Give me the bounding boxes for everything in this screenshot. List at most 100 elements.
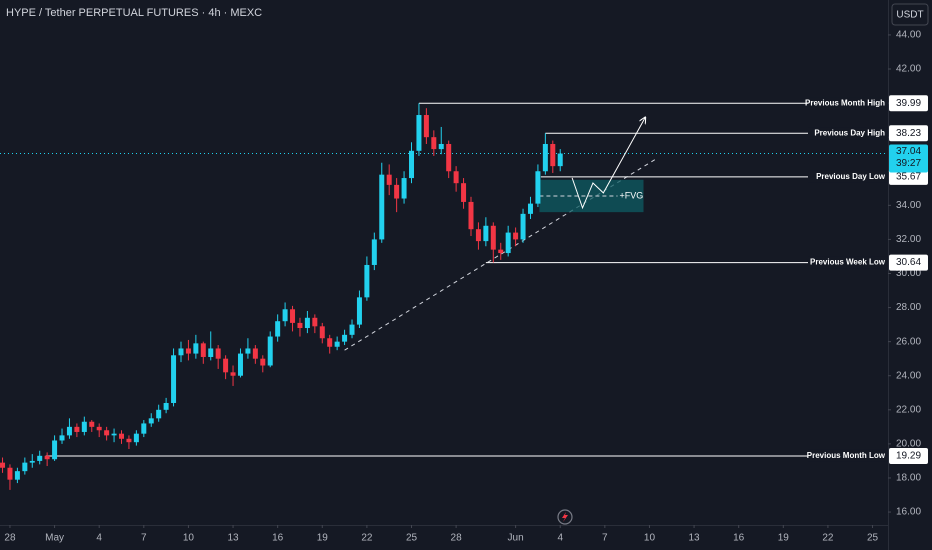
x-tick-label: 25 — [406, 533, 418, 544]
replay-icon[interactable] — [557, 509, 573, 525]
projection-path — [571, 118, 645, 210]
candle-body — [416, 115, 422, 151]
x-tick-label: 10 — [644, 533, 656, 544]
y-tick-label: 24.00 — [896, 370, 921, 381]
candle-body — [475, 229, 481, 242]
candle-body — [29, 460, 35, 463]
x-tick-label: 7 — [141, 533, 147, 544]
candle-body — [327, 338, 333, 347]
x-tick-label: 16 — [733, 533, 745, 544]
candle-body — [542, 143, 548, 172]
y-tick-label: 32.00 — [896, 234, 921, 245]
y-tick-label: 22.00 — [896, 404, 921, 415]
candle-body — [401, 178, 407, 199]
level-name-bg — [808, 127, 888, 140]
x-tick-label: 25 — [867, 533, 879, 544]
candle-body — [44, 455, 50, 460]
candle-body — [37, 455, 43, 461]
candle-body — [215, 348, 221, 359]
candle-body — [290, 309, 296, 323]
candle-body — [237, 353, 243, 376]
level-price-bg — [889, 95, 928, 112]
candle-body — [356, 297, 362, 325]
candle-body — [148, 418, 154, 424]
candle-body — [89, 421, 95, 427]
candle-body — [297, 322, 303, 329]
candle-body — [319, 326, 325, 339]
chart-title: HYPE / Tether PERPETUAL FUTURES · 4h · M… — [6, 7, 262, 19]
x-tick-label: 10 — [183, 533, 195, 544]
x-tick-label: 22 — [822, 533, 834, 544]
level-price: 30.64 — [896, 257, 921, 268]
candle-body — [342, 334, 348, 342]
y-tick-label: 16.00 — [896, 507, 921, 518]
candle-body — [104, 430, 110, 436]
level-name-bg — [808, 97, 888, 110]
candle-body — [364, 264, 370, 298]
x-tick-label: 16 — [272, 533, 284, 544]
candle-body — [371, 239, 377, 265]
candle-body — [498, 249, 504, 254]
candle-body — [550, 143, 556, 167]
y-tick-label: 28.00 — [896, 302, 921, 313]
y-tick-label: 26.00 — [896, 336, 921, 347]
candle-body — [14, 471, 20, 480]
candle-body — [282, 309, 288, 322]
level-price: 38.23 — [896, 128, 921, 139]
candle-body — [81, 421, 87, 432]
candle-body — [119, 433, 125, 439]
candle-body — [74, 426, 80, 432]
level-price: 19.29 — [896, 451, 921, 462]
candle-body — [223, 358, 229, 373]
candle-body — [505, 232, 511, 254]
x-tick-label: 13 — [689, 533, 701, 544]
candle-body — [193, 343, 199, 354]
candle-body — [208, 348, 214, 357]
level-name-bg — [808, 256, 888, 269]
x-tick-label: 4 — [557, 533, 563, 544]
candle-body — [379, 174, 385, 240]
candle-body — [312, 317, 318, 327]
candle-body — [431, 137, 437, 150]
level-price-bg — [889, 447, 928, 464]
candle-body — [200, 343, 206, 357]
y-tick-label: 44.00 — [896, 30, 921, 41]
level-price: 39.99 — [896, 98, 921, 109]
candle-body — [185, 348, 191, 354]
y-tick-label: 18.00 — [896, 473, 921, 484]
candle-body — [520, 213, 526, 240]
level-name-bg — [808, 449, 888, 462]
candle-body — [409, 150, 415, 179]
candle-body — [468, 201, 474, 230]
x-tick-label: 28 — [4, 533, 16, 544]
candle-body — [513, 232, 519, 240]
candle-body — [349, 324, 355, 335]
candle-body — [111, 433, 117, 436]
level-price-bg — [889, 254, 928, 271]
x-tick-label: 13 — [227, 533, 239, 544]
candle-body — [557, 153, 563, 167]
candle-body — [230, 372, 236, 376]
x-tick-label: 28 — [451, 533, 463, 544]
candle-body — [22, 462, 28, 472]
x-tick-label: 7 — [602, 533, 608, 544]
candle-body — [156, 409, 162, 419]
candle-body — [163, 402, 169, 410]
level-name: Previous Week Low — [810, 258, 886, 267]
candle-body — [453, 171, 459, 184]
icon-ring[interactable] — [557, 509, 573, 525]
level-name: Previous Day High — [814, 128, 885, 137]
currency-button[interactable] — [891, 3, 929, 26]
candle-body — [96, 426, 102, 431]
level-name: Previous Month Low — [807, 451, 886, 460]
candle-body — [527, 203, 533, 214]
y-tick-label: 30.00 — [896, 268, 921, 279]
x-tick-label: Jun — [508, 533, 524, 544]
level-name: Previous Day Low — [816, 172, 886, 181]
currency-label[interactable]: USDT — [896, 10, 923, 21]
y-tick-label: 42.00 — [896, 64, 921, 75]
candle-body — [490, 225, 496, 250]
icon-bolt[interactable] — [562, 512, 568, 522]
candle-body — [386, 174, 392, 185]
x-tick-label: 22 — [361, 533, 373, 544]
